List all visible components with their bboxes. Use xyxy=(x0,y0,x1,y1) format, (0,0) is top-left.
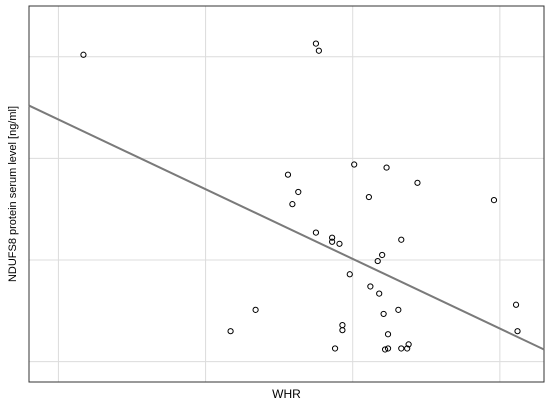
x-axis-label: WHR xyxy=(272,387,301,401)
data-point xyxy=(490,196,498,204)
data-point xyxy=(339,327,346,334)
data-point xyxy=(365,193,372,201)
data-point xyxy=(339,321,346,329)
data-point xyxy=(376,290,383,297)
data-point xyxy=(374,257,381,265)
data-point xyxy=(331,345,339,352)
data-point xyxy=(289,201,296,208)
data-point xyxy=(414,179,421,186)
data-point xyxy=(252,306,259,313)
data-point xyxy=(512,301,520,308)
y-axis-label: NDUFS8 protein serum level [ng/ml] xyxy=(7,106,19,282)
data-point xyxy=(227,328,234,335)
data-point xyxy=(514,328,521,335)
data-point xyxy=(80,51,87,58)
data-point xyxy=(312,40,320,47)
data-point xyxy=(367,283,374,290)
data-point xyxy=(380,310,387,318)
data-point xyxy=(284,171,292,178)
data-point xyxy=(381,346,389,353)
plot-frame xyxy=(28,5,545,383)
data-point xyxy=(315,47,322,54)
data-point xyxy=(336,240,343,247)
grid xyxy=(29,6,544,382)
data-point xyxy=(395,306,402,313)
data-point xyxy=(346,271,353,278)
data-point xyxy=(312,229,320,236)
data-point xyxy=(384,331,392,338)
data-point xyxy=(351,161,358,168)
data-point xyxy=(329,234,336,241)
data-point xyxy=(329,238,336,245)
trendline xyxy=(28,104,545,351)
data-point xyxy=(295,188,302,196)
data-point xyxy=(398,345,405,352)
data-point xyxy=(398,236,405,243)
data-points xyxy=(80,40,521,353)
data-point xyxy=(404,345,411,352)
data-point xyxy=(383,164,390,171)
data-point xyxy=(379,251,386,259)
data-point xyxy=(405,341,412,348)
data-point xyxy=(384,345,392,352)
